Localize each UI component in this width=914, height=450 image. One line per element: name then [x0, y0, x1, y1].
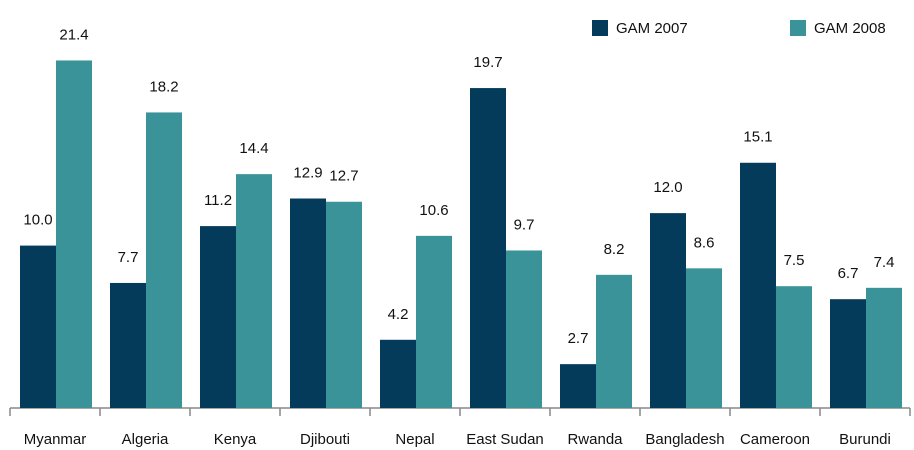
- value-label: 21.4: [59, 26, 88, 43]
- value-label: 10.6: [419, 202, 448, 219]
- bar: [20, 245, 56, 408]
- value-label: 19.7: [473, 54, 502, 71]
- bar: [506, 250, 542, 408]
- value-label: 12.0: [653, 179, 682, 196]
- bar: [290, 198, 326, 408]
- x-tick-label: Bangladesh: [645, 431, 724, 448]
- bar: [650, 213, 686, 408]
- bar: [686, 268, 722, 408]
- value-label: 8.6: [694, 234, 715, 251]
- x-tick-label: Djibouti: [300, 431, 350, 448]
- bar: [110, 282, 146, 408]
- value-label: 12.7: [329, 168, 358, 185]
- value-label: 18.2: [149, 78, 178, 95]
- bar: [380, 339, 416, 408]
- x-tick-label: Myanmar: [24, 431, 87, 448]
- value-label: 7.7: [118, 249, 139, 266]
- value-label: 7.5: [784, 252, 805, 269]
- bar: [146, 112, 182, 408]
- value-label: 8.2: [604, 241, 625, 258]
- value-label: 6.7: [838, 265, 859, 282]
- bar: [776, 286, 812, 408]
- x-tick-label: Rwanda: [567, 431, 623, 448]
- value-label: 12.9: [293, 164, 322, 181]
- x-tick-label: Cameroon: [740, 431, 810, 448]
- bar: [56, 60, 92, 409]
- value-label: 11.2: [204, 192, 232, 209]
- bar: [236, 174, 272, 408]
- value-label: 15.1: [743, 129, 772, 146]
- bar: [560, 364, 596, 408]
- value-label: 9.7: [514, 216, 535, 233]
- bar: [200, 226, 236, 408]
- value-label: 4.2: [388, 306, 409, 323]
- x-tick-label: Algeria: [122, 431, 169, 448]
- bar: [830, 299, 866, 408]
- x-tick-label: Nepal: [395, 431, 434, 448]
- value-label: 14.4: [239, 140, 268, 157]
- legend-label: GAM 2007: [616, 20, 688, 37]
- bar: [416, 235, 452, 408]
- legend-swatch: [790, 20, 806, 36]
- x-tick-label: Kenya: [214, 431, 257, 448]
- x-tick-label: East Sudan: [466, 431, 544, 448]
- bar: [740, 162, 776, 408]
- value-label: 10.0: [23, 212, 52, 229]
- bar: [596, 274, 632, 408]
- bar: [470, 88, 506, 409]
- value-label: 2.7: [568, 330, 589, 347]
- bar: [866, 287, 902, 408]
- legend-label: GAM 2008: [814, 20, 886, 37]
- x-tick-label: Burundi: [839, 431, 891, 448]
- value-label: 7.4: [874, 254, 895, 271]
- legend-swatch: [592, 20, 608, 36]
- bar: [326, 201, 362, 408]
